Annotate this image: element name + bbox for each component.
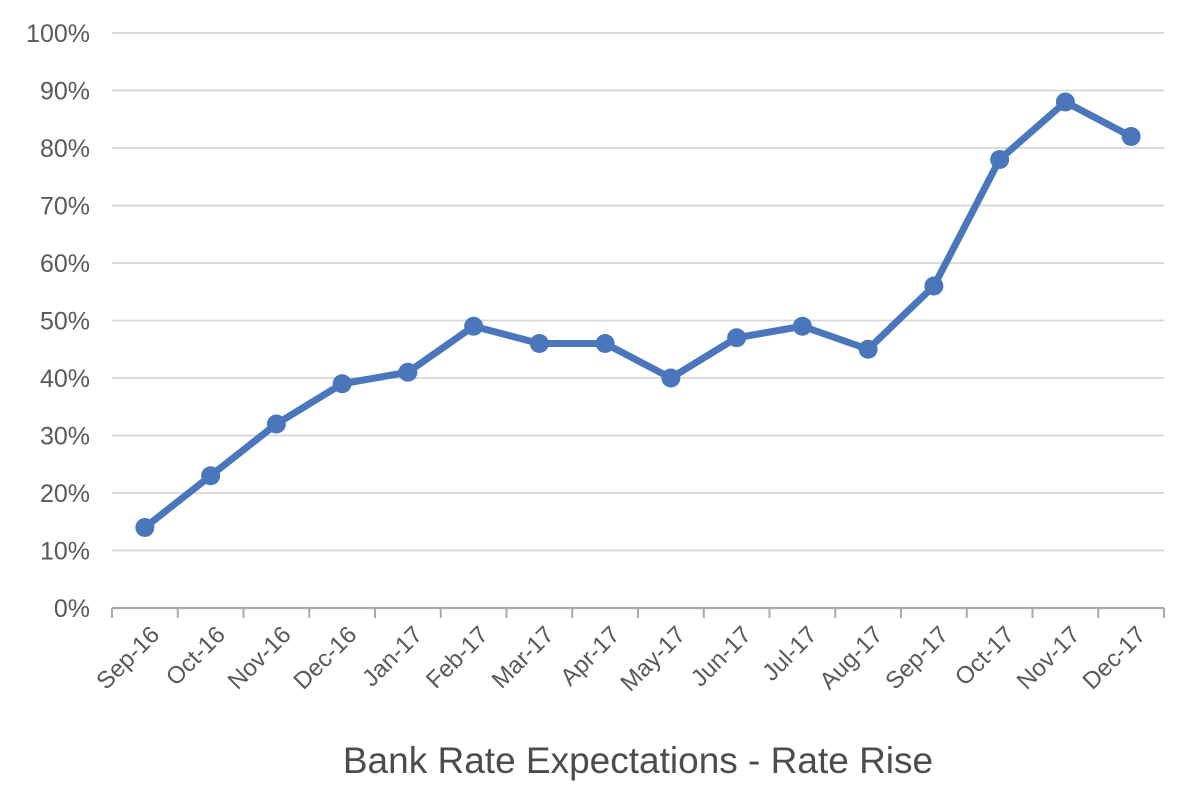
data-point-Dec-17 [1121, 127, 1141, 146]
y-tick-label-60%: 60% [40, 250, 90, 278]
data-point-Nov-17 [1055, 92, 1075, 112]
x-category-label-Nov-17: Nov-17 [1012, 621, 1086, 695]
x-axis-category-labels: Sep-16Oct-16Nov-16Dec-16Jan-17Feb-17Mar-… [91, 621, 1151, 697]
y-tick-label-0%: 0% [54, 595, 90, 623]
data-point-Oct-16 [201, 466, 221, 486]
x-category-label-Dec-16: Dec-16 [289, 621, 363, 695]
x-category-label-Sep-16: Sep-16 [91, 621, 165, 695]
data-point-Nov-16 [266, 414, 286, 434]
data-point-Sep-16 [135, 518, 155, 537]
y-tick-label-70%: 70% [40, 193, 90, 221]
x-category-label-Oct-16: Oct-16 [161, 621, 231, 691]
x-category-label-Jul-17: Jul-17 [757, 621, 822, 686]
x-category-label-Aug-17: Aug-17 [815, 621, 889, 695]
rate-rise-line [141, 98, 1135, 531]
y-tick-label-100%: 100% [26, 20, 90, 48]
x-category-label-Feb-17: Feb-17 [421, 621, 494, 694]
x-category-label-May-17: May-17 [615, 621, 691, 697]
data-point-Aug-17 [858, 339, 878, 359]
data-point-Mar-17 [529, 334, 549, 353]
x-category-label-Mar-17: Mar-17 [487, 621, 560, 694]
x-category-label-Dec-17: Dec-17 [1078, 621, 1152, 695]
data-point-Feb-17 [464, 316, 484, 336]
data-point-Oct-17 [990, 150, 1010, 169]
y-axis-tick-labels: 0% 10% 20% 30% 40% 50% 60% 70% 80% 90% 100% [26, 20, 90, 623]
x-category-label-Oct-17: Oct-17 [950, 621, 1020, 691]
data-point-Dec-16 [332, 374, 352, 394]
gridlines [112, 32, 1164, 552]
data-point-Apr-17 [595, 334, 615, 353]
x-category-label-Sep-17: Sep-17 [880, 621, 954, 695]
y-tick-label-10%: 10% [40, 538, 90, 566]
data-point-May-17 [661, 368, 681, 388]
y-tick-label-20%: 20% [40, 480, 90, 508]
data-point-Jun-17 [727, 328, 747, 348]
x-axis-line-and-ticks [111, 606, 1165, 618]
data-point-Jan-17 [398, 362, 418, 382]
y-tick-label-50%: 50% [40, 308, 90, 336]
y-tick-label-40%: 40% [40, 365, 90, 393]
x-category-label-Jun-17: Jun-17 [686, 621, 757, 692]
data-point-Sep-17 [924, 276, 944, 296]
x-category-label-Jan-17: Jan-17 [357, 621, 428, 692]
data-point-Jul-17 [792, 316, 812, 336]
y-tick-label-90%: 90% [40, 78, 90, 106]
x-category-label-Nov-16: Nov-16 [223, 621, 297, 695]
data-series-rate-rise [135, 92, 1141, 537]
x-category-label-Apr-17: Apr-17 [555, 621, 625, 691]
chart-title: Bank Rate Expectations - Rate Rise [343, 740, 933, 781]
y-tick-label-80%: 80% [40, 135, 90, 163]
y-tick-label-30%: 30% [40, 423, 90, 451]
